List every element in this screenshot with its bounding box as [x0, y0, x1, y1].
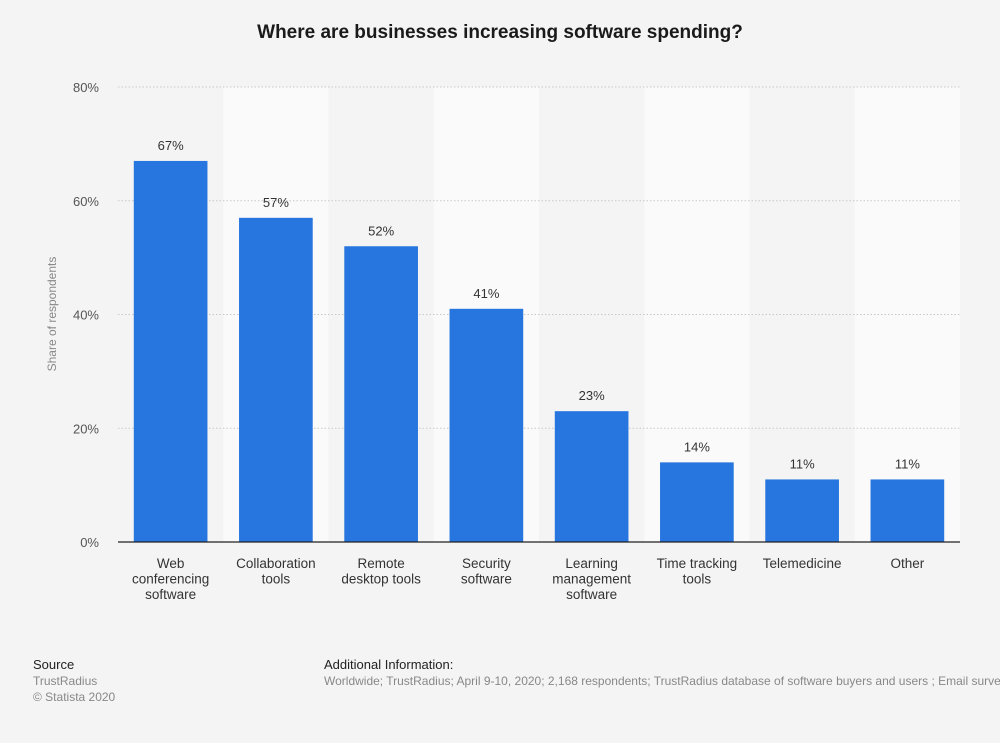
value-label: 14% — [684, 439, 710, 454]
value-labels: 67% 57% 52% 41% 23% 14% 11% 11% — [158, 138, 921, 472]
bar — [765, 479, 839, 542]
bars — [133, 160, 945, 542]
source-block: Source TrustRadius © Statista 2020 — [33, 657, 115, 705]
y-axis-ticks: 0% 20% 40% 60% 80% — [73, 80, 99, 550]
x-tick-label-line: software — [461, 572, 512, 587]
copyright: © Statista 2020 — [33, 690, 116, 704]
value-label: 57% — [263, 195, 289, 210]
additional-info-block: Additional Information: Worldwide; Trust… — [324, 657, 1000, 689]
y-tick-label: 0% — [80, 535, 99, 550]
chart-title: Where are businesses increasing software… — [257, 22, 743, 43]
bar — [239, 217, 313, 542]
additional-heading: Additional Information: — [324, 657, 454, 672]
bar — [554, 411, 629, 542]
x-tick-label-line: Security — [462, 556, 511, 571]
value-label: 67% — [158, 138, 184, 153]
x-tick-label-line: software — [145, 587, 196, 602]
x-tick-label-line: software — [566, 587, 617, 602]
source-heading: Source — [33, 657, 75, 672]
x-tick-label-line: Web — [157, 556, 185, 571]
additional-text: Worldwide; TrustRadius; April 9-10, 2020… — [324, 674, 1000, 688]
x-tick-label-line: tools — [262, 572, 291, 587]
bar — [870, 479, 945, 542]
x-tick-label-line: Telemedicine — [763, 556, 842, 571]
x-tick-label: Web conferencing software — [132, 556, 209, 602]
x-tick-label: Learning management software — [552, 556, 631, 602]
x-tick-label-line: management — [552, 572, 631, 587]
x-tick-label-line: Learning — [565, 556, 618, 571]
x-tick-label: Remote desktop tools — [341, 556, 421, 587]
x-tick-label: Telemedicine — [763, 556, 842, 571]
value-label: 11% — [895, 456, 920, 471]
x-tick-label: Security software — [461, 556, 512, 587]
y-tick-label: 20% — [73, 421, 99, 436]
source-name[interactable]: TrustRadius — [33, 674, 98, 688]
bar — [660, 462, 734, 542]
y-tick-label: 40% — [73, 308, 99, 323]
value-label: 23% — [579, 388, 605, 403]
x-tick-label-line: Collaboration — [236, 556, 316, 571]
x-tick-label-line: Remote — [357, 556, 404, 571]
x-tick-label-line: Time tracking — [657, 556, 738, 571]
bar-chart: 0% 20% 40% 60% 80% Share of respondents 67% 5… — [45, 80, 960, 602]
x-tick-label-line: desktop tools — [341, 572, 421, 587]
value-label: 41% — [473, 286, 499, 301]
bar — [133, 160, 208, 542]
value-label: 11% — [790, 456, 815, 471]
bar — [449, 308, 524, 542]
x-tick-label: Other — [890, 556, 924, 571]
x-tick-label-line: Other — [890, 556, 924, 571]
y-tick-label: 80% — [73, 80, 99, 95]
x-tick-label-line: conferencing — [132, 572, 209, 587]
y-tick-label: 60% — [73, 194, 99, 209]
x-tick-label-line: tools — [683, 572, 712, 587]
x-tick-label: Collaboration tools — [236, 556, 316, 587]
bar — [344, 246, 418, 542]
value-label: 52% — [368, 223, 394, 238]
y-axis-label: Share of respondents — [45, 257, 59, 372]
x-tick-label: Time tracking tools — [657, 556, 738, 587]
column-band — [749, 87, 855, 542]
column-band — [854, 87, 960, 542]
